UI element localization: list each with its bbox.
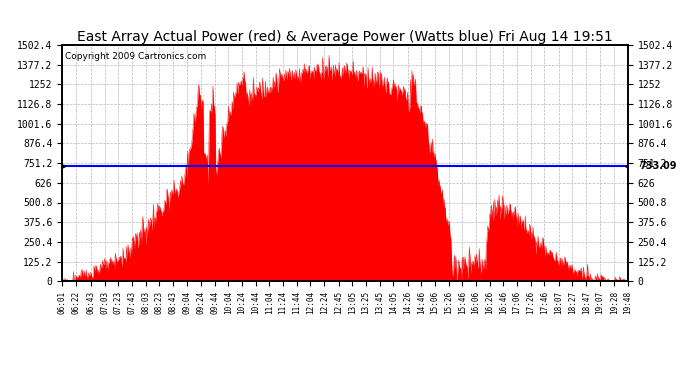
Text: 733.09: 733.09 (639, 161, 677, 171)
Text: Copyright 2009 Cartronics.com: Copyright 2009 Cartronics.com (65, 52, 206, 61)
Title: East Array Actual Power (red) & Average Power (Watts blue) Fri Aug 14 19:51: East Array Actual Power (red) & Average … (77, 30, 613, 44)
